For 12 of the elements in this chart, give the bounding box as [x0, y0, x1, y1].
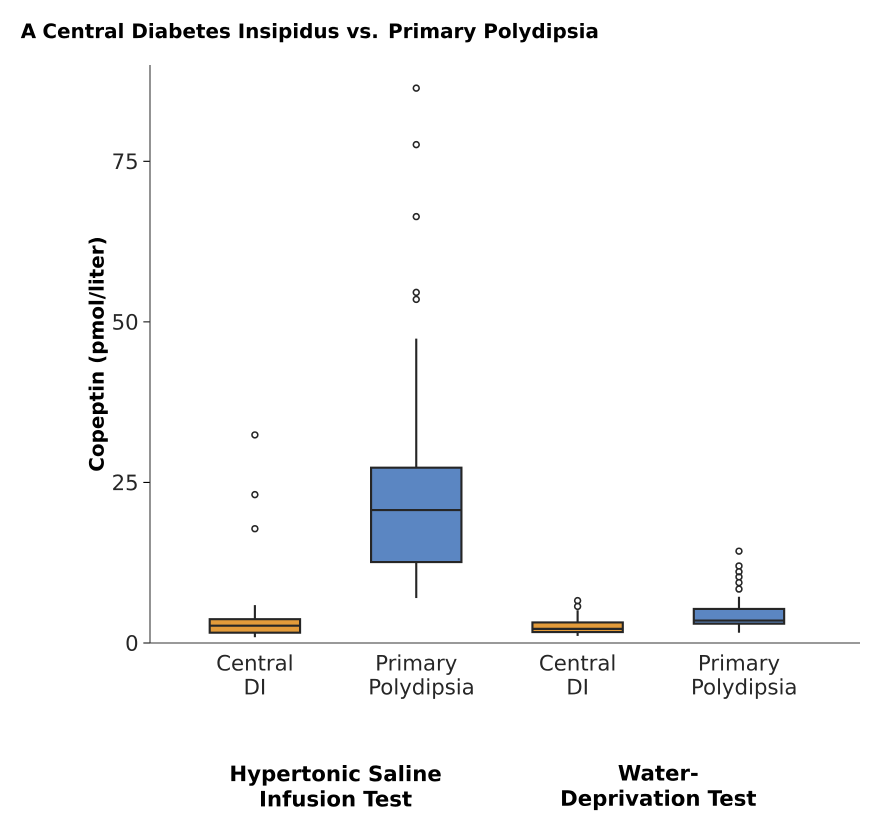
y-tick-label: 75 — [113, 153, 137, 170]
x-tick-label: Central DI — [540, 654, 614, 694]
chart-title: A Central Diabetes Insipidus vs. Primary Polydipsia — [20, 22, 598, 42]
y-axis-title: Copeptin (pmol/liter) — [88, 238, 108, 471]
y-tick-label: 25 — [113, 474, 137, 490]
x-tick-label: Primary Polydipsia — [370, 654, 473, 699]
x-tick-label: Primary Polydipsia — [693, 654, 796, 699]
text: Hypertonic Saline Infusion Test — [231, 765, 441, 807]
y-tick-label: 50 — [113, 314, 138, 330]
text: Water-Deprivation Test — [562, 765, 756, 810]
x-tick-label: Central DI — [217, 654, 292, 694]
y-tick-label: 0 — [126, 634, 138, 652]
